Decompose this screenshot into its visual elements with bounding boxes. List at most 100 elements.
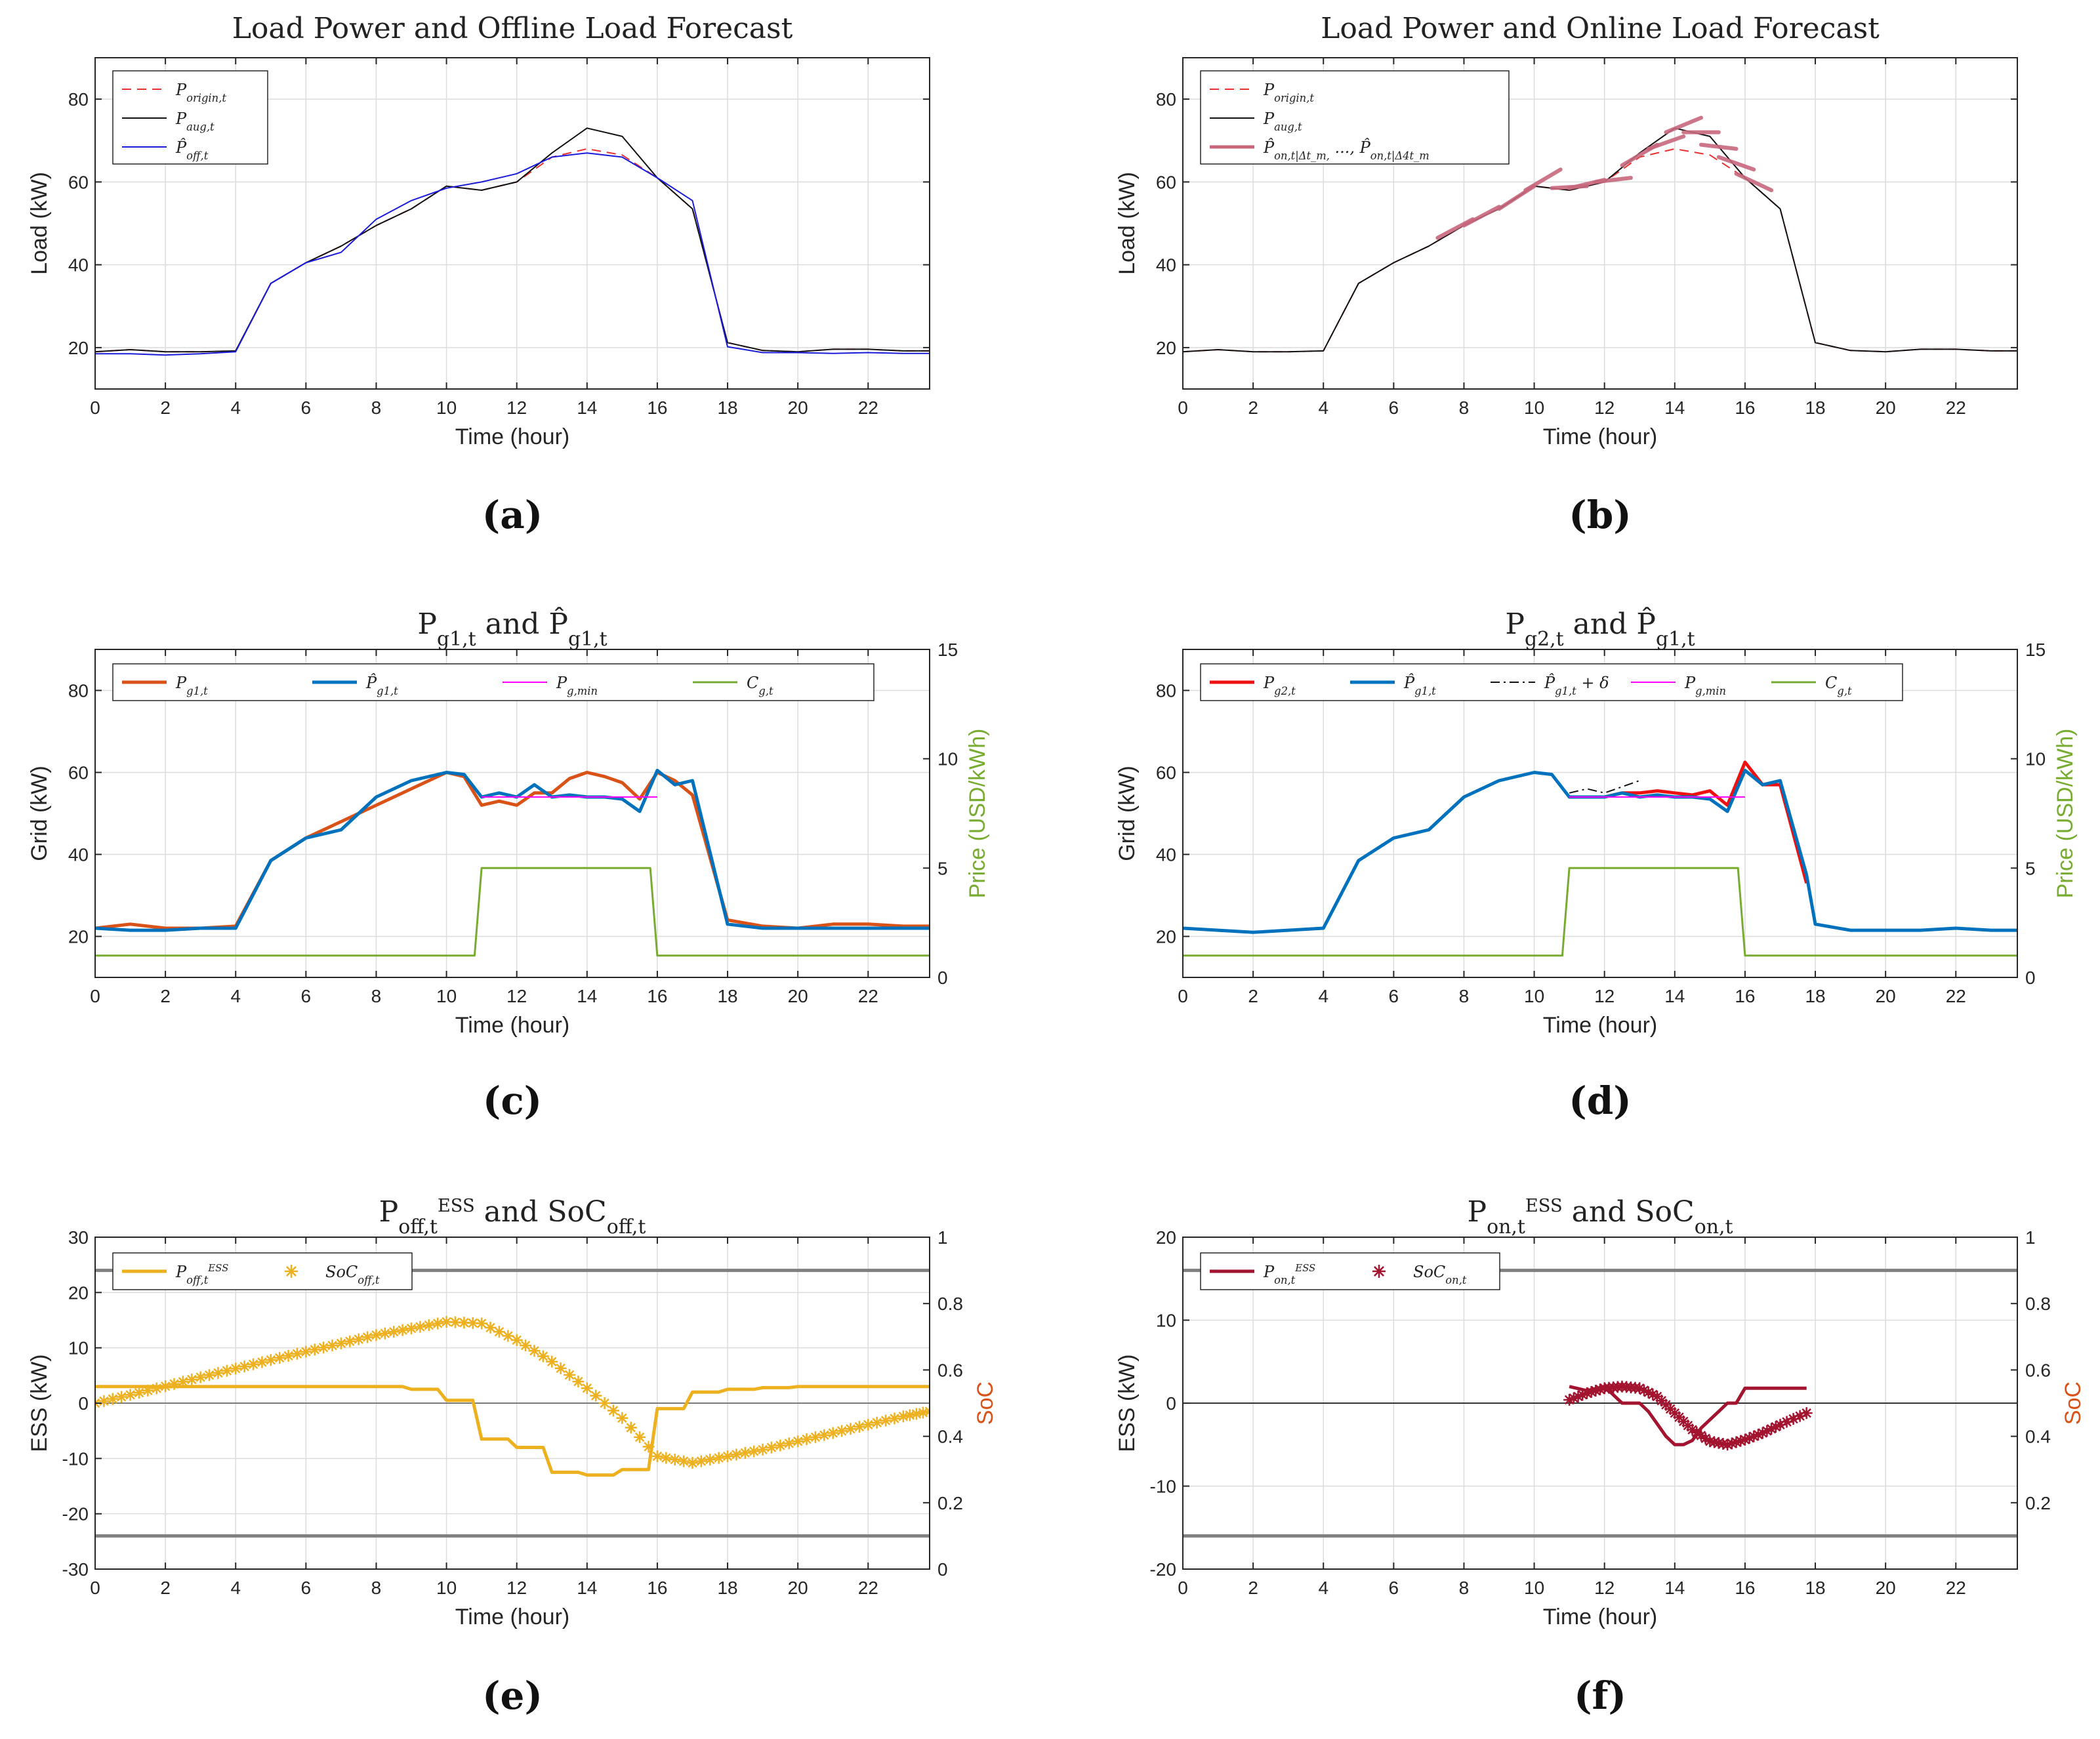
series-point — [335, 1337, 347, 1349]
y-tick-label: 80 — [1156, 89, 1176, 110]
y-tick-label: -30 — [62, 1559, 89, 1580]
series-point-stroke — [722, 1451, 733, 1462]
series-point — [862, 1418, 875, 1431]
series-point-stroke — [476, 1319, 487, 1328]
chart-title: Pg2,t and P̂g1,t — [1505, 606, 1695, 651]
series-point — [361, 1331, 374, 1343]
series-point-stroke — [134, 1387, 144, 1398]
series-point-stroke — [222, 1366, 232, 1376]
chart-title: Pon,tESS and SoCon,t — [1468, 1195, 1733, 1238]
series-point — [616, 1412, 628, 1424]
legend-label: Cg,t — [1825, 674, 1852, 697]
y-tick-label: 80 — [68, 89, 89, 110]
series-point-stroke — [283, 1351, 293, 1361]
series-point — [800, 1433, 813, 1446]
y2-tick-label: 0 — [937, 968, 948, 988]
series-point-stroke — [415, 1322, 425, 1332]
series-point — [379, 1327, 391, 1340]
legend-item: Pon,tESS — [1210, 1262, 1315, 1286]
plot-area — [95, 127, 930, 356]
series-1 — [95, 148, 930, 353]
y-tick-label: 20 — [1156, 927, 1176, 947]
series-segment — [1594, 176, 1633, 184]
series-point — [291, 1347, 303, 1360]
y2-axis-label: Price (USD/kWh) — [2053, 729, 2078, 899]
series-point — [625, 1422, 637, 1434]
legend-marker — [1372, 1265, 1386, 1278]
series-point — [264, 1354, 277, 1366]
series-point — [212, 1366, 224, 1379]
series-point — [827, 1427, 839, 1439]
series-point — [581, 1382, 593, 1395]
x-tick-label: 12 — [506, 1578, 527, 1598]
series-point-stroke — [634, 1432, 645, 1442]
series-point-stroke — [95, 1398, 100, 1404]
x-tick-label: 0 — [1178, 1578, 1188, 1598]
series-point-stroke — [95, 1402, 100, 1408]
x-tick-label: 14 — [1664, 1578, 1685, 1598]
x-axis-label: Time (hour) — [1543, 424, 1657, 449]
y2-tick-label: 0.8 — [937, 1294, 963, 1314]
series-point — [590, 1389, 602, 1402]
series-point — [748, 1445, 760, 1458]
x-tick-label: 2 — [160, 1578, 171, 1598]
y2-tick-label: 0.4 — [2025, 1427, 2051, 1447]
x-tick-label: 18 — [1805, 398, 1825, 418]
series-point-stroke — [1635, 1383, 1645, 1393]
panel-c: 0 2 4 6 8 10 12 14 16 18 20 22 20 40 60 80 0 5 10 15 Time (h… — [27, 606, 990, 1123]
series-point — [660, 1452, 672, 1464]
panel-label: (e) — [482, 1673, 543, 1718]
x-tick-label: 20 — [1876, 986, 1896, 1006]
y2-tick-label: 0.2 — [937, 1493, 963, 1513]
series-point-stroke — [406, 1323, 417, 1334]
x-tick-label: 4 — [1318, 1578, 1328, 1598]
series-point-stroke — [1670, 1408, 1680, 1418]
series-point-stroke — [573, 1376, 583, 1387]
series-point-stroke — [1718, 1439, 1728, 1449]
panel-label: (a) — [482, 493, 543, 537]
plot-area — [1563, 1380, 1813, 1451]
legend-item: Paug,t — [122, 110, 215, 133]
x-tick-label: 18 — [717, 398, 737, 418]
y-tick-label: 20 — [1156, 338, 1176, 358]
series-3 — [1435, 115, 1774, 240]
series-2 — [1183, 768, 2017, 934]
y2-tick-label: 1 — [937, 1227, 948, 1248]
y-tick-label: 30 — [68, 1227, 89, 1248]
series-point-stroke — [459, 1318, 469, 1328]
series-point-stroke — [371, 1330, 381, 1340]
legend: Porigin,t Paug,t P̂on,t|Δt_m, ..., P̂on,t|… — [1200, 70, 1510, 165]
chart-title: Load Power and Offline Load Forecast — [232, 12, 793, 45]
series-point-stroke — [905, 1410, 915, 1420]
series-point-stroke — [810, 1432, 821, 1442]
y-tick-label: 10 — [1156, 1311, 1176, 1331]
series-point-stroke — [1714, 1438, 1724, 1448]
legend-label: Pg,min — [1684, 674, 1726, 697]
series-3 — [1569, 780, 1640, 794]
series-point — [924, 1405, 930, 1418]
panel-a: 0 2 4 6 8 10 12 14 16 18 20 22 20 40 60 80 Time (hour) Lo… — [27, 12, 930, 537]
axes-frame — [1182, 649, 2018, 978]
series-point-stroke — [872, 1418, 882, 1427]
y-tick-label: 60 — [1156, 172, 1176, 192]
series-point — [414, 1320, 426, 1333]
series-point — [115, 1391, 128, 1403]
series-point-stroke — [911, 1409, 922, 1419]
series-point-stroke — [784, 1439, 794, 1448]
series-point-stroke — [468, 1318, 478, 1328]
ticks: 0 2 4 6 8 10 12 14 16 18 20 22 20 40 60 80 0 5 10 15 — [1156, 640, 2046, 1006]
x-tick-label: 16 — [647, 398, 667, 418]
x-tick-label: 8 — [1459, 1578, 1470, 1598]
series-2 — [95, 768, 930, 932]
series-point — [396, 1324, 409, 1336]
x-tick-label: 12 — [1594, 986, 1615, 1006]
series-point-stroke — [432, 1319, 443, 1328]
x-tick-label: 22 — [1946, 1578, 1966, 1598]
chart-title: Poff,tESS and SoCoff,t — [379, 1195, 646, 1238]
series-point — [308, 1343, 321, 1356]
series-point — [510, 1334, 523, 1346]
series-point-stroke — [1700, 1433, 1710, 1444]
series-point-stroke — [274, 1353, 285, 1363]
y-tick-label: 40 — [1156, 845, 1176, 865]
